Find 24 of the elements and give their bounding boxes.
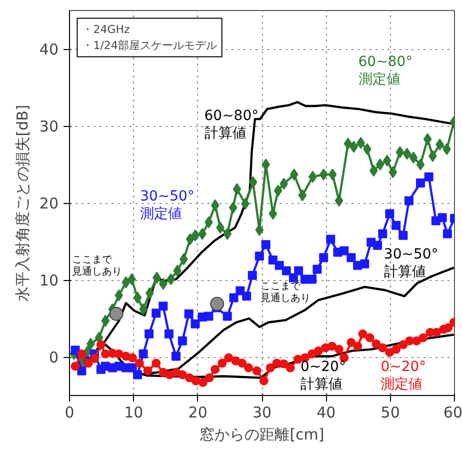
y-axis-title: 水平入射角度ごとの損失[dB] (13, 104, 32, 302)
annotation: 60~80° 測定値 (358, 54, 413, 88)
x-tick-label: 50 (380, 404, 400, 422)
x-tick-label: 0 (64, 404, 74, 422)
y-tick-label: 10 (39, 272, 59, 290)
annotation: ・1/24部屋スケールモデル (82, 38, 217, 52)
annotation: ・24GHz (82, 23, 130, 36)
annotation: ここまで見通しあり (260, 280, 311, 304)
x-tick-label: 60 (443, 404, 462, 422)
y-tick-label: 30 (39, 118, 59, 136)
x-tick-label: 40 (316, 404, 336, 422)
y-tick-label: 20 (39, 194, 59, 212)
annotation: 30~50° 測定値 (140, 188, 194, 222)
x-tick-label: 10 (124, 404, 144, 422)
x-tick-label: 20 (188, 404, 208, 422)
y-tick-label: 40 (39, 40, 59, 58)
annotation: 60~80° 計算値 (204, 108, 259, 142)
annotation: 0~20° 測定値 (380, 358, 426, 392)
x-tick-label: 30 (252, 404, 272, 422)
annotation: 0~20° 計算値 (300, 358, 346, 392)
annotation: 30~50° 計算値 (384, 246, 438, 280)
annotation: ここまで見通しあり (72, 254, 122, 278)
y-tick-label: 0 (48, 348, 59, 366)
x-axis-title: 窓からの距離[cm] (200, 426, 324, 444)
